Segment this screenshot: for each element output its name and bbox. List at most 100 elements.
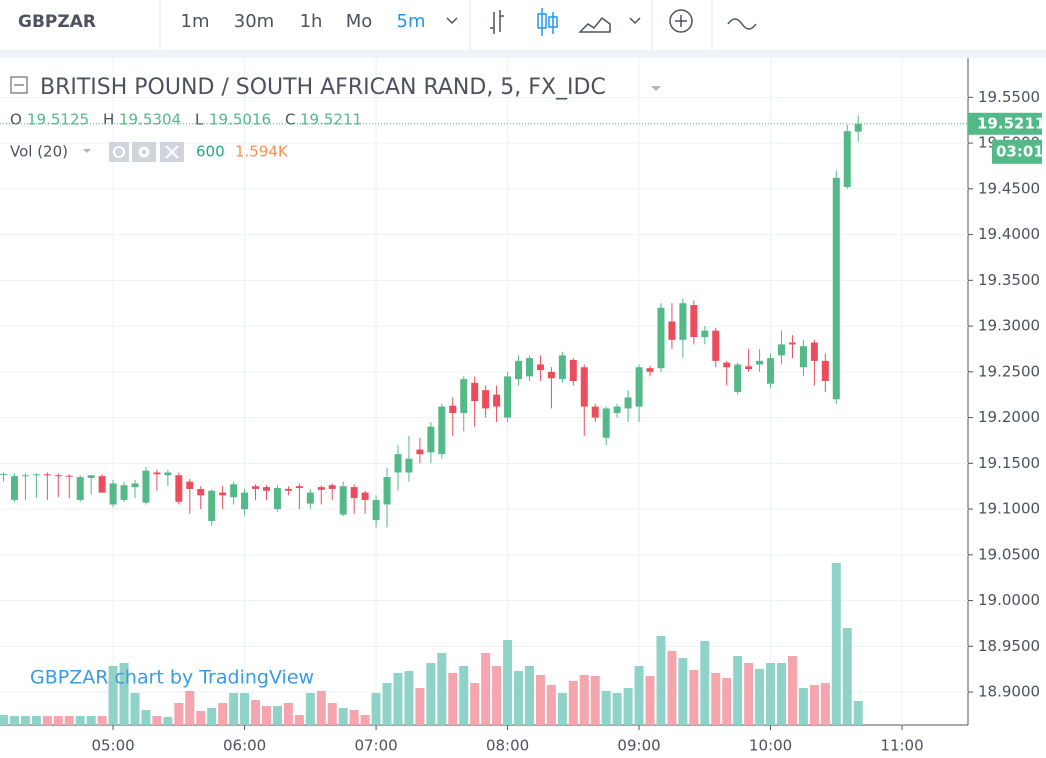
indicators-icon[interactable] (727, 18, 757, 30)
volume-bar (853, 701, 863, 725)
price-axis (968, 58, 1046, 725)
volume-value: 600 (196, 143, 225, 161)
candle-body (547, 371, 555, 379)
candle-body (21, 475, 29, 477)
style-dropdown[interactable] (629, 17, 641, 25)
volume-bar (514, 671, 524, 725)
interval-button[interactable]: Mo (346, 11, 373, 32)
interval-button[interactable]: 5m (397, 11, 426, 32)
candle-body (482, 390, 490, 409)
y-tick-label: 19.5500 (978, 88, 1040, 106)
watermark: GBPZAR chart by TradingView (30, 667, 314, 689)
interval-button[interactable]: 30m (234, 11, 274, 32)
title-dropdown[interactable] (651, 86, 661, 91)
compare-icon[interactable] (669, 9, 693, 33)
candle-body (449, 405, 457, 414)
candle-body (273, 488, 281, 510)
x-tick-label: 08:00 (486, 737, 529, 755)
compare-plus (675, 15, 687, 27)
volume-bar (601, 691, 611, 725)
candle-body (624, 397, 632, 409)
candle-body (54, 475, 62, 477)
candle-body (142, 470, 150, 503)
candle-body (164, 472, 172, 476)
open-label: O (10, 111, 22, 129)
collapse-icon[interactable] (10, 76, 28, 94)
candle-body (558, 355, 566, 380)
y-tick-label: 19.0500 (978, 545, 1040, 563)
candle-body (646, 368, 654, 372)
candle-body (350, 487, 358, 499)
candle-body (668, 321, 676, 340)
candle-body (745, 366, 753, 370)
volume-bar (152, 716, 162, 725)
volume-bar (645, 676, 655, 725)
candle-body (569, 359, 577, 381)
countdown: 03:01 (996, 142, 1044, 160)
symbol[interactable]: GBPZAR (18, 12, 96, 32)
volume-bar (185, 691, 195, 725)
toolbar (0, 0, 1046, 50)
volume-bar (842, 628, 852, 725)
candle-body (712, 330, 720, 361)
interval-dropdown[interactable] (446, 17, 458, 25)
candle-body (690, 305, 698, 338)
volume-bar (393, 673, 403, 725)
volume-bar (820, 683, 830, 725)
candle-body (416, 449, 424, 455)
candle-body (153, 472, 161, 475)
volume-dropdown[interactable] (83, 149, 91, 153)
candle-body (43, 474, 51, 476)
candle-body (394, 454, 402, 473)
countdown-box (992, 139, 1042, 164)
candle-body (328, 485, 336, 489)
volume-bar (546, 685, 556, 725)
area-icon[interactable] (578, 16, 611, 33)
candle-body (372, 499, 380, 521)
interval-button[interactable]: 1h (300, 11, 323, 32)
candle-body (186, 481, 194, 489)
candle-body (383, 477, 391, 505)
toolbar-icons (446, 8, 757, 36)
volume-bar (163, 717, 173, 725)
volume-bar (64, 716, 74, 725)
volume-bar (404, 671, 414, 725)
candle-body (295, 486, 303, 489)
candle-body (120, 485, 128, 500)
volume-bar (535, 675, 545, 725)
volume-bar (766, 663, 776, 725)
volume-bar (0, 715, 9, 725)
candle-body (778, 344, 786, 356)
volume-bar (755, 669, 765, 725)
volume-bar (294, 715, 304, 725)
y-tick-label: 19.2000 (978, 408, 1040, 426)
volume-bar (809, 685, 819, 725)
volume-bar (524, 666, 534, 725)
candle-body (536, 364, 544, 370)
volume-bar (744, 663, 754, 725)
visibility-button[interactable] (109, 142, 129, 162)
candle-body (0, 473, 8, 475)
volume-bar (283, 703, 293, 725)
candle-body (493, 394, 501, 407)
volume-bar (382, 683, 392, 725)
interval-button[interactable]: 1m (181, 11, 210, 32)
candle-body (87, 475, 95, 478)
candle-body (76, 477, 84, 500)
bars-icon[interactable] (490, 10, 504, 34)
candles-icon[interactable] (537, 8, 558, 36)
volume-bar (481, 653, 491, 725)
volume-bar (459, 666, 469, 725)
candle-body (799, 346, 807, 368)
y-tick-label: 18.9500 (978, 637, 1040, 655)
volume-bar (119, 663, 129, 725)
candle-body (679, 303, 687, 340)
volume-bar (53, 716, 63, 725)
volume-bar (557, 693, 567, 725)
volume-bar (20, 716, 30, 725)
candle-body (262, 487, 270, 491)
settings-button[interactable] (132, 142, 156, 162)
high-label: H (103, 111, 114, 129)
volume-bar (349, 710, 359, 725)
candle-body (32, 474, 40, 476)
